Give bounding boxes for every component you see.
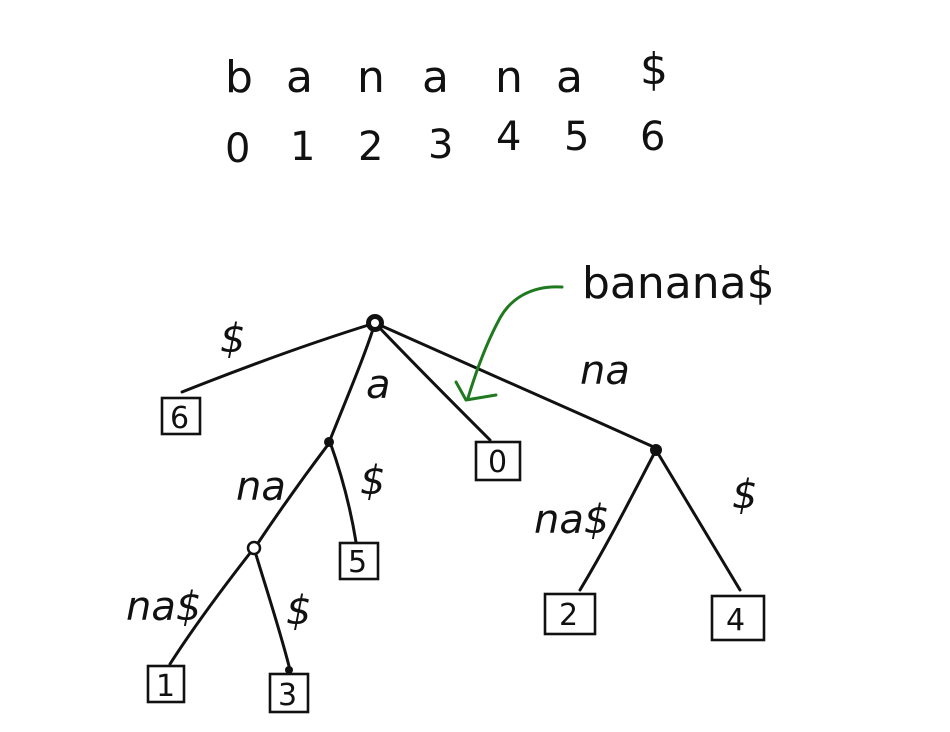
annotation-arrow — [466, 285, 564, 400]
edge-root-to-6 — [180, 321, 377, 394]
leaf-5: 5 — [338, 541, 380, 581]
internal-nodes — [246, 314, 662, 674]
root-node-center — [371, 319, 379, 327]
node-3-join — [285, 666, 293, 674]
char-6: $ — [640, 44, 668, 95]
char-0: b — [225, 52, 253, 103]
svg-text:4: 4 — [726, 603, 745, 638]
banana-annotation: banana$ — [454, 258, 775, 402]
edge-label-root-6: $ — [220, 316, 245, 362]
index-1: 1 — [290, 124, 315, 170]
svg-text:5: 5 — [348, 545, 367, 580]
svg-text:3: 3 — [278, 678, 297, 713]
index-2: 2 — [358, 124, 383, 170]
edge-label-na-2: na$ — [534, 497, 609, 543]
index-6: 6 — [640, 114, 665, 160]
node-na — [650, 444, 662, 456]
leaf-3: 3 — [268, 672, 310, 714]
index-0: 0 — [225, 126, 250, 172]
leaf-nodes: 6 0 5 1 3 2 4 — [146, 396, 766, 714]
index-3: 3 — [428, 122, 453, 168]
string-characters: b a n a n a $ — [225, 44, 668, 103]
edge-na-to-4 — [654, 448, 742, 592]
edge-a-to-5 — [328, 440, 358, 544]
edge-root-to-a — [328, 321, 377, 442]
annotation-arrowhead — [454, 380, 498, 402]
leaf-6: 6 — [160, 396, 202, 436]
edge-label-ana-3: $ — [286, 588, 311, 634]
svg-text:2: 2 — [559, 598, 578, 633]
edge-label-root-a: a — [366, 362, 391, 408]
edge-na-to-2 — [578, 448, 658, 592]
edge-label-a-5: $ — [360, 458, 385, 504]
edge-root-to-na — [373, 321, 658, 450]
svg-text:0: 0 — [488, 445, 507, 480]
svg-text:6: 6 — [170, 401, 189, 436]
edge-labels: $ a na na $ na$ $ na$ $ — [126, 316, 757, 634]
edge-label-root-na: na — [580, 348, 630, 394]
edge-label-a-na: na — [236, 464, 286, 510]
edge-label-na-4: $ — [732, 472, 757, 518]
char-2: n — [357, 52, 385, 103]
char-1: a — [286, 52, 313, 103]
char-3: a — [422, 52, 449, 103]
edge-a-to-ana — [254, 440, 332, 548]
node-a — [324, 437, 334, 447]
svg-text:1: 1 — [156, 669, 175, 704]
leaf-0: 0 — [474, 440, 522, 482]
edge-ana-to-1 — [168, 546, 256, 666]
tree-edges — [168, 321, 742, 672]
char-5: a — [556, 52, 583, 103]
leaf-2: 2 — [543, 592, 597, 636]
index-4: 4 — [496, 114, 521, 160]
node-ana — [246, 540, 262, 556]
leaf-1: 1 — [146, 664, 186, 704]
string-indices: 0 1 2 3 4 5 6 — [225, 114, 665, 172]
leaf-4: 4 — [710, 594, 766, 642]
edge-root-to-0 — [373, 321, 492, 442]
edge-ana-to-3 — [252, 546, 292, 672]
edge-label-ana-1: na$ — [126, 584, 201, 630]
index-5: 5 — [564, 114, 589, 160]
annotation-label: banana$ — [582, 258, 775, 309]
char-4: n — [495, 52, 523, 103]
